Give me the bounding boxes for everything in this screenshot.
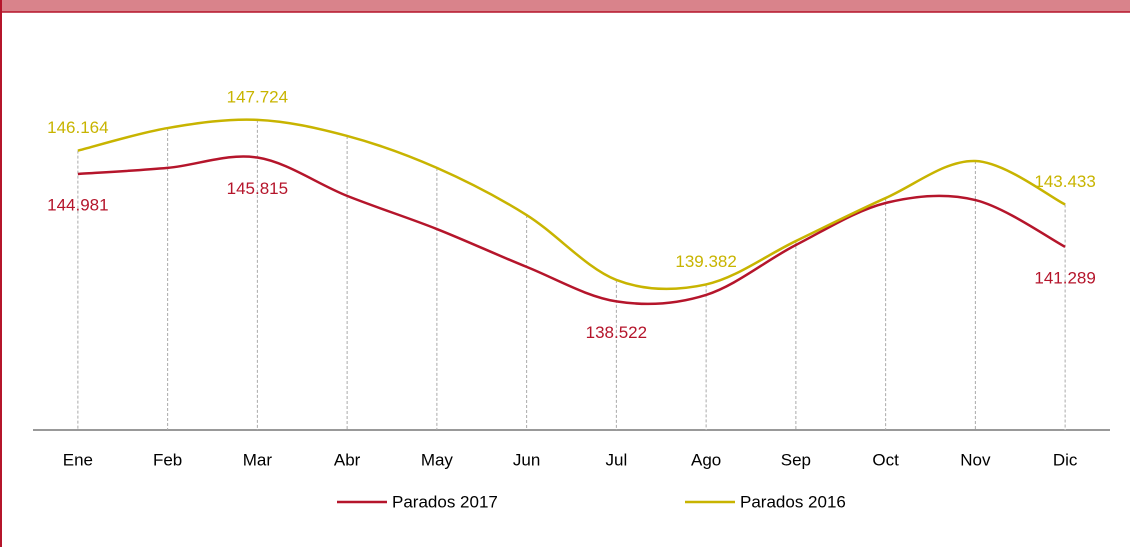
data-label: 147.724 [227,87,288,106]
series-line [77,118,1066,291]
x-tick-label: Jun [513,450,540,469]
x-tick-label: Abr [334,450,361,469]
x-tick-label: May [421,450,454,469]
data-label: 146.164 [47,118,108,137]
data-label: 143.433 [1034,172,1095,191]
data-label: 139.382 [675,252,736,271]
series-line [77,155,1066,306]
header-bar [0,0,1130,12]
x-tick-label: Ago [691,450,721,469]
data-label: 144.981 [47,195,108,214]
data-label: 145.815 [227,179,288,198]
data-label: 138.522 [586,323,647,342]
data-label: 141.289 [1034,268,1095,287]
legend-label: Parados 2017 [392,492,498,511]
x-tick-label: Sep [781,450,811,469]
x-tick-label: Nov [960,450,991,469]
legend-label: Parados 2016 [740,492,846,511]
x-tick-label: Mar [243,450,273,469]
x-tick-label: Jul [606,450,628,469]
x-tick-label: Feb [153,450,182,469]
x-tick-label: Dic [1053,450,1078,469]
x-tick-label: Oct [872,450,899,469]
x-tick-label: Ene [63,450,93,469]
